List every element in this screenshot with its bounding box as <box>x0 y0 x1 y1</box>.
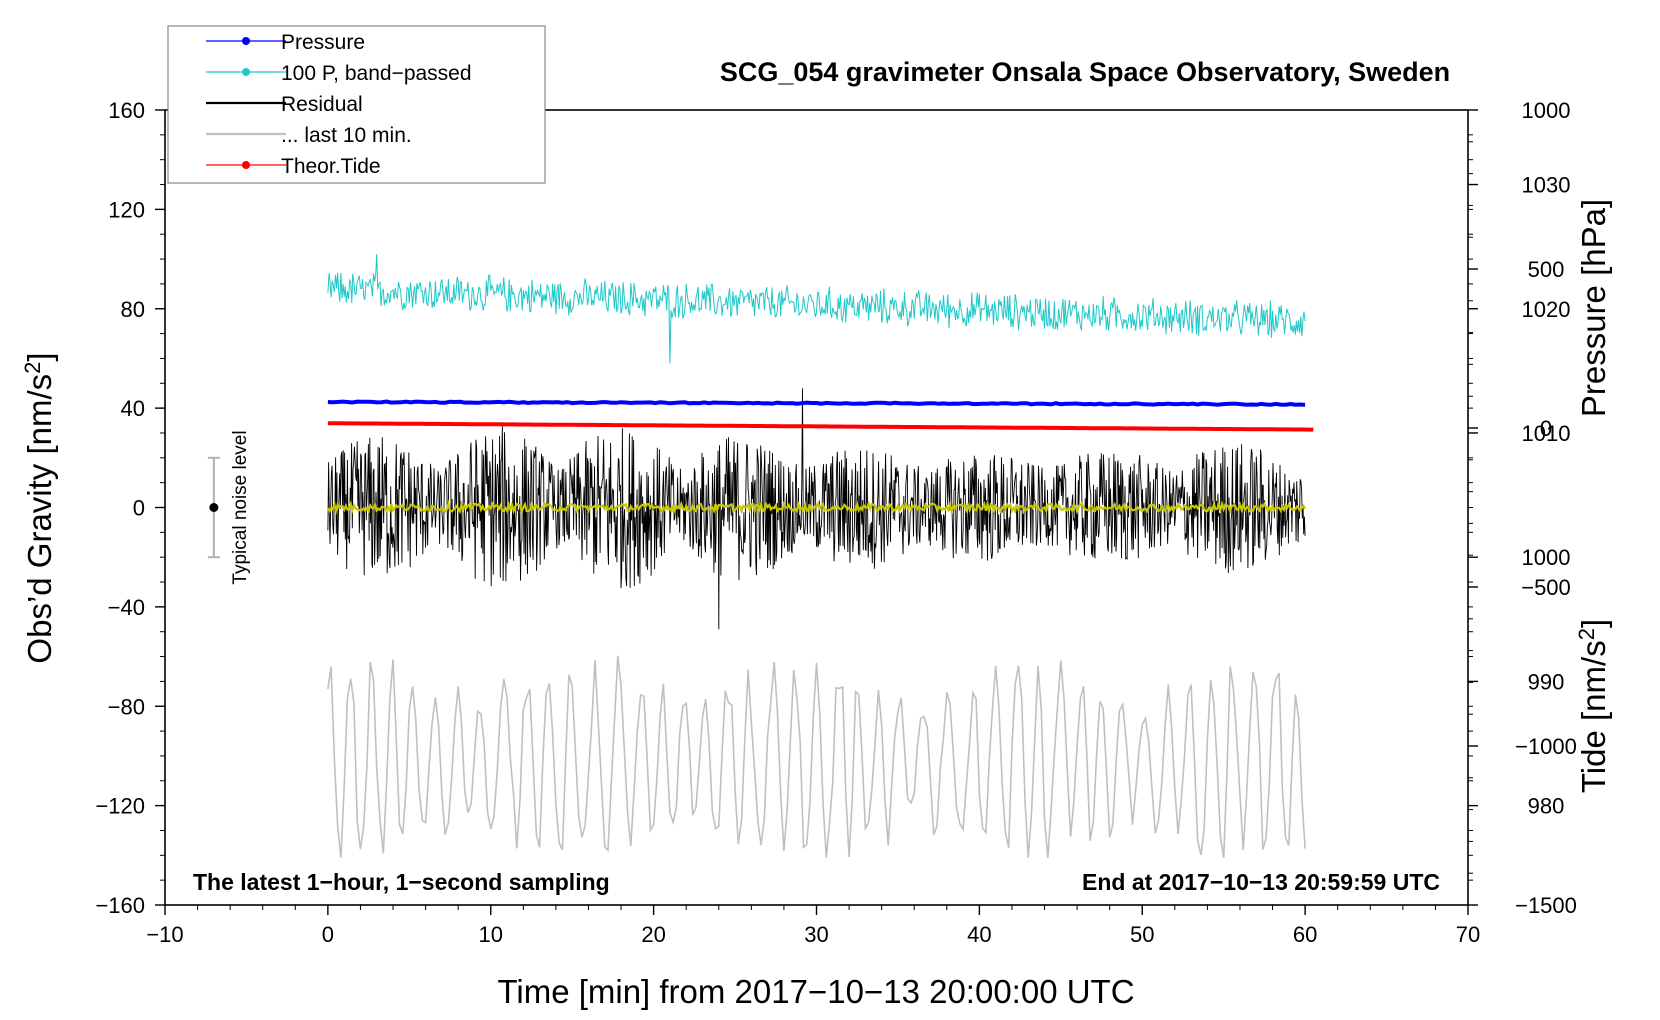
legend-label: 100 P, band−passed <box>281 62 472 85</box>
noise-level-label: Typical noise level <box>230 430 251 584</box>
x-tick-label: 10 <box>479 922 503 947</box>
y-tick-label: −40 <box>108 595 145 620</box>
x-tick-label: 20 <box>641 922 665 947</box>
annotation-sampling: The latest 1−hour, 1−second sampling <box>193 869 610 895</box>
y-tick-label: 120 <box>108 197 145 222</box>
axis-layer: −10 0 10 20 30 40 50 60 7016012080400−40−80−120−… <box>95 98 1576 947</box>
series-pressure <box>327 399 1306 407</box>
x-tick-label: 0 <box>322 922 334 947</box>
tide-tick-label: 1000 <box>1522 98 1571 123</box>
tide-tick-label: 0 <box>1540 416 1552 441</box>
y-axis-label: Obs’d Gravity [nm/s2] <box>20 352 58 663</box>
legend-label: Theor.Tide <box>281 155 381 178</box>
y-axis-label-superscript: 2 <box>20 362 45 374</box>
tide-tick-label: −1000 <box>1515 734 1577 759</box>
x-tick-label: 30 <box>804 922 828 947</box>
series-theoretical-tide <box>327 421 1314 432</box>
pressure-axis-label: Pressure [hPa] <box>1575 199 1612 417</box>
y-tick-label: 80 <box>121 297 145 322</box>
tide-tick-label: 500 <box>1528 257 1565 282</box>
x-tick-label: 70 <box>1456 922 1480 947</box>
y-tick-label: −120 <box>95 794 145 819</box>
tide-axis-label-main: Tide [nm/s <box>1575 640 1612 793</box>
pressure-tick-label: 1030 <box>1522 173 1571 198</box>
pressure-tick-label: 1000 <box>1522 545 1571 570</box>
y-tick-label: 40 <box>121 396 145 421</box>
x-tick-label: −10 <box>146 922 183 947</box>
y-tick-label: −160 <box>95 893 145 918</box>
series-smoothed-residual <box>326 499 1307 516</box>
tide-tick-label: −500 <box>1521 575 1571 600</box>
legend-marker <box>242 68 250 76</box>
pressure-tick-label: 980 <box>1528 794 1565 819</box>
pressure-tick-label: 1020 <box>1522 297 1571 322</box>
y-axis-label-main: Obs’d Gravity [nm/s <box>21 374 58 664</box>
y-tick-label: 160 <box>108 98 145 123</box>
series-residual <box>327 388 1306 630</box>
legend-box <box>167 25 546 184</box>
y-axis-label-close: ] <box>21 352 58 361</box>
pressure-tick-label: 990 <box>1528 669 1565 694</box>
series-band-passed-pressure <box>327 254 1306 364</box>
tide-tick-label: −1500 <box>1515 893 1577 918</box>
legend-marker <box>242 37 250 45</box>
tide-axis-label-close: ] <box>1575 619 1612 628</box>
annotation-end-time: End at 2017−10−13 20:59:59 UTC <box>1082 869 1440 895</box>
tide-axis-label: Tide [nm/s2] <box>1574 619 1612 793</box>
chart-title: SCG_054 gravimeter Onsala Space Observat… <box>720 57 1450 87</box>
x-tick-label: 60 <box>1293 922 1317 947</box>
series-layer <box>326 254 1314 858</box>
legend: Pressure 100 P, band−passed Residual ... la… <box>167 25 546 184</box>
pressure-tick-label: 1010 <box>1522 421 1571 446</box>
noise-level-dot <box>209 503 219 512</box>
y-tick-label: 0 <box>133 496 145 521</box>
legend-marker <box>242 161 250 169</box>
y-tick-label: −80 <box>108 694 145 719</box>
legend-label: Residual <box>281 93 363 116</box>
x-tick-label: 50 <box>1130 922 1154 947</box>
noise-level-indicator: Typical noise level <box>207 430 251 585</box>
legend-label: ... last 10 min. <box>281 124 412 147</box>
x-axis-label: Time [min] from 2017−10−13 20:00:00 UTC <box>497 973 1134 1010</box>
x-tick-label: 40 <box>967 922 991 947</box>
series-last-10-min <box>327 655 1306 858</box>
legend-label: Pressure <box>281 31 365 54</box>
tide-axis-label-superscript: 2 <box>1574 628 1599 640</box>
